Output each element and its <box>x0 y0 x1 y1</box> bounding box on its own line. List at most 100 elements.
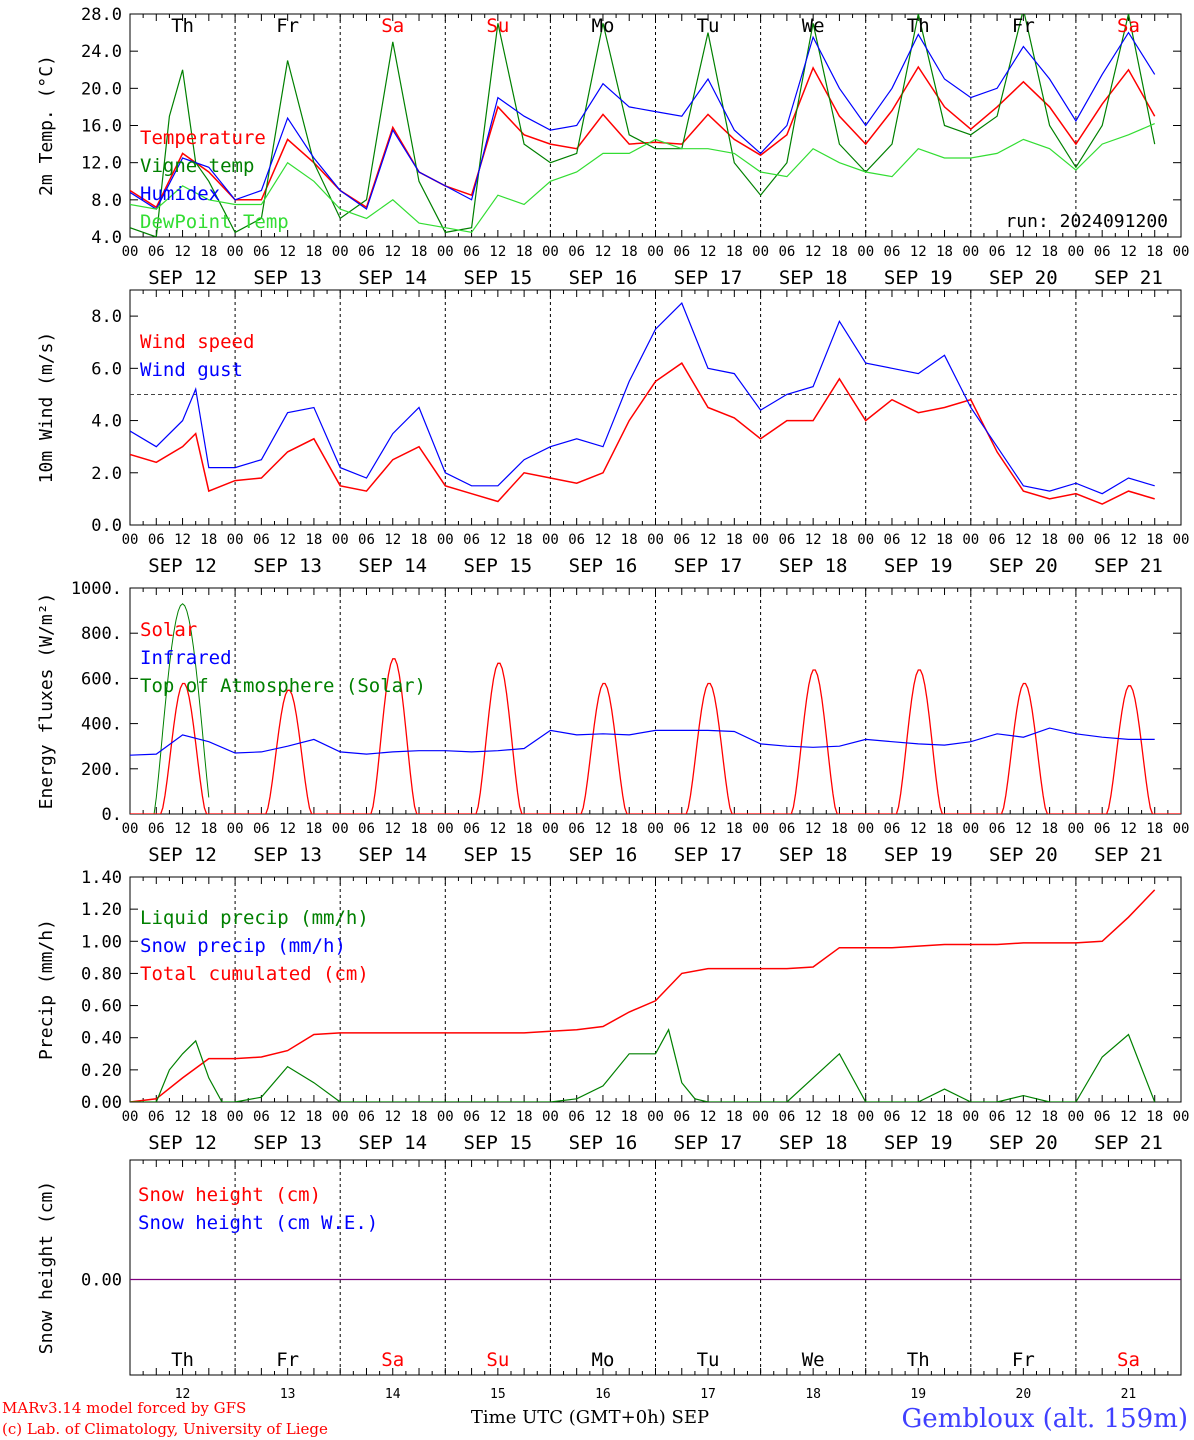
x-date-label: SEP 21 <box>1094 555 1163 577</box>
x-hour-label: 12 <box>910 821 927 837</box>
series-line-solar <box>130 658 1181 814</box>
x-hour-label: 18 <box>305 821 322 837</box>
x-date-label: SEP 17 <box>674 267 743 289</box>
x-date-label: SEP 18 <box>779 267 848 289</box>
x-hour-label: 18 <box>200 821 217 837</box>
x-hour-label: 18 <box>200 532 217 548</box>
x-hour-label: 18 <box>411 244 428 260</box>
x-date-label: SEP 17 <box>674 555 743 577</box>
x-hour-label: 18 <box>411 1109 428 1125</box>
day-number-label: 20 <box>1016 1387 1032 1402</box>
x-hour-label: 06 <box>148 244 165 260</box>
x-hour-label: 06 <box>778 532 795 548</box>
x-date-label: SEP 18 <box>779 555 848 577</box>
x-hour-label: 00 <box>1067 821 1084 837</box>
x-hour-label: 18 <box>831 244 848 260</box>
x-hour-label: 00 <box>962 1109 979 1125</box>
day-number-label: 16 <box>595 1387 611 1402</box>
x-hour-label: 18 <box>726 244 743 260</box>
x-hour-label: 00 <box>752 244 769 260</box>
x-hour-label: 12 <box>595 1109 612 1125</box>
x-date-label: SEP 17 <box>674 844 743 866</box>
series-line-top-of-atmosphere <box>130 603 210 814</box>
y-tick-label: 1.20 <box>81 900 122 920</box>
x-hour-label: 00 <box>1067 1109 1084 1125</box>
x-hour-label: 06 <box>1094 244 1111 260</box>
y-tick-label: 0.00 <box>81 1271 122 1291</box>
y-tick-label: 16.0 <box>81 117 122 137</box>
x-hour-label: 18 <box>621 1109 638 1125</box>
x-hour-label: 18 <box>200 1109 217 1125</box>
weekday-label: Tu <box>697 1349 720 1371</box>
x-hour-label: 00 <box>752 821 769 837</box>
x-date-label: SEP 16 <box>569 555 638 577</box>
x-hour-label: 18 <box>1146 244 1163 260</box>
x-hour-label: 00 <box>122 532 139 548</box>
x-date-label: SEP 14 <box>358 1132 427 1154</box>
x-date-label: SEP 18 <box>779 844 848 866</box>
y-tick-label: 800. <box>81 624 122 644</box>
legend-entry: DewPoint Temp <box>140 211 289 233</box>
y-tick-label: 4.0 <box>91 412 122 432</box>
x-hour-label: 06 <box>358 244 375 260</box>
x-hour-label: 00 <box>1173 532 1190 548</box>
x-date-label: SEP 12 <box>148 555 217 577</box>
x-hour-label: 12 <box>279 821 296 837</box>
weekday-label: Su <box>486 15 509 37</box>
x-hour-label: 12 <box>805 532 822 548</box>
day-number-label: 17 <box>700 1387 716 1402</box>
x-hour-label: 12 <box>805 821 822 837</box>
x-hour-label: 06 <box>253 1109 270 1125</box>
weekday-label: Fr <box>1012 15 1035 37</box>
x-hour-label: 12 <box>279 532 296 548</box>
weekday-label: Tu <box>697 15 720 37</box>
day-number-label: 15 <box>490 1387 506 1402</box>
series-line-wind-gust <box>130 302 1155 495</box>
x-hour-label: 00 <box>752 1109 769 1125</box>
legend-entry: Top of Atmosphere (Solar) <box>140 675 426 697</box>
x-hour-label: 00 <box>122 1109 139 1125</box>
x-hour-label: 06 <box>358 821 375 837</box>
y-axis-label: Snow height (cm) <box>36 1181 57 1354</box>
legend-entry: Snow precip (mm/h) <box>140 935 346 957</box>
x-date-label: SEP 14 <box>358 844 427 866</box>
x-hour-label: 18 <box>936 244 953 260</box>
legend-entry: Solar <box>140 619 197 641</box>
x-date-label: SEP 13 <box>253 267 322 289</box>
x-hour-label: 18 <box>1146 1109 1163 1125</box>
panel-2: 0.0 2.0 4.0 6.0 8.0 10m Wind (m/s) Wind speed W… <box>36 289 1190 577</box>
x-date-label: SEP 17 <box>674 1132 743 1154</box>
x-hour-label: 06 <box>989 532 1006 548</box>
series-line-total-cumulated-cm- <box>130 889 1156 1102</box>
x-date-label: SEP 15 <box>464 267 533 289</box>
x-hour-label: 18 <box>516 1109 533 1125</box>
meteogram-panels: 4.0 8.0 12.0 16.0 20.0 24.0 28.0 2m Temp. (°C) T… <box>36 5 1189 1402</box>
x-date-label: SEP 14 <box>358 267 427 289</box>
series-line-wind-speed <box>130 362 1155 505</box>
day-number-label: 18 <box>805 1387 821 1402</box>
x-hour-label: 06 <box>673 244 690 260</box>
x-hour-label: 06 <box>568 244 585 260</box>
y-tick-label: 1.40 <box>81 868 122 888</box>
x-hour-label: 00 <box>647 821 664 837</box>
y-tick-label: 24.0 <box>81 42 122 62</box>
x-date-label: SEP 19 <box>884 844 953 866</box>
x-date-label: SEP 16 <box>569 844 638 866</box>
x-hour-label: 06 <box>989 244 1006 260</box>
x-hour-label: 00 <box>1173 821 1190 837</box>
y-axis-label: 2m Temp. (°C) <box>36 55 57 196</box>
x-hour-label: 18 <box>1041 532 1058 548</box>
x-hour-label: 06 <box>568 1109 585 1125</box>
x-hour-label: 00 <box>332 244 349 260</box>
x-hour-label: 18 <box>1041 821 1058 837</box>
x-hour-label: 00 <box>437 244 454 260</box>
x-hour-label: 00 <box>1067 244 1084 260</box>
x-hour-label: 12 <box>174 244 191 260</box>
x-hour-label: 12 <box>384 1109 401 1125</box>
x-hour-label: 18 <box>411 821 428 837</box>
panel-4: 0.00 0.20 0.40 0.60 0.80 1.00 1.20 1.40 Precip (… <box>36 868 1189 1154</box>
y-tick-label: 12.0 <box>81 154 122 174</box>
x-hour-label: 18 <box>831 532 848 548</box>
x-hour-label: 12 <box>910 1109 927 1125</box>
x-date-label: SEP 21 <box>1094 844 1163 866</box>
